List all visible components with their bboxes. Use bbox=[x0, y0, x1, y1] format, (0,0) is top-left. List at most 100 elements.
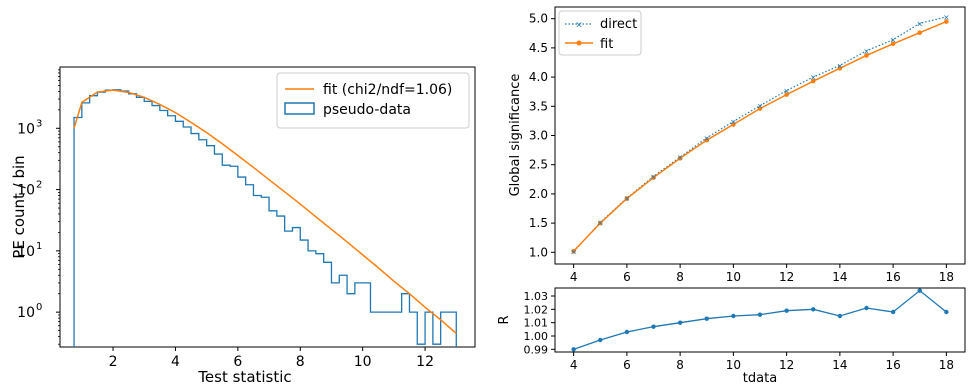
fit-point bbox=[571, 248, 576, 254]
ratio-panel: 4 6 8 10 12 14 16 18 0.991.001.011.021.03 tdata… bbox=[497, 287, 966, 385]
direct-point: × bbox=[624, 194, 631, 203]
legend-pseudo-data-swatch bbox=[284, 102, 315, 115]
y-tick-label: 2.5 bbox=[529, 158, 548, 172]
direct-point: × bbox=[703, 134, 710, 143]
y-tick-label: 10 bbox=[17, 305, 35, 321]
x-tick-label: 2 bbox=[109, 354, 118, 370]
direct-point: × bbox=[677, 153, 684, 162]
ratio-point bbox=[864, 305, 869, 311]
ratio-point bbox=[811, 307, 816, 312]
fit-line bbox=[573, 20, 947, 252]
y-tick-label: 1.02 bbox=[524, 303, 549, 316]
fit-point bbox=[677, 155, 683, 161]
significance-content: × × × × × × × × × × × × × × × bbox=[570, 13, 949, 257]
x-tick-label: 8 bbox=[296, 354, 305, 370]
x-tick-label: 6 bbox=[623, 358, 631, 372]
direct-point: × bbox=[837, 61, 844, 70]
fit-point bbox=[597, 220, 603, 226]
fit-point bbox=[890, 41, 896, 47]
ratio-point bbox=[704, 316, 709, 321]
ratio-point bbox=[837, 313, 843, 319]
y-tick-label: 4.0 bbox=[529, 70, 548, 84]
x-tick-label: 4 bbox=[171, 354, 180, 370]
y-tick-exponent: 2 bbox=[36, 180, 42, 191]
fit-point bbox=[704, 137, 710, 143]
fit-point bbox=[651, 175, 656, 180]
x-tick-label: 12 bbox=[416, 354, 434, 370]
legend-pseudo-data-label: pseudo-data bbox=[323, 102, 411, 118]
x-tick-label: 6 bbox=[623, 270, 631, 284]
fit-point bbox=[837, 66, 843, 71]
x-tick-label: 10 bbox=[726, 358, 741, 372]
y-tick-label: 1.01 bbox=[524, 317, 549, 330]
y-tick-label: 1.03 bbox=[524, 290, 549, 303]
direct-point: × bbox=[943, 13, 950, 22]
fit-point bbox=[917, 30, 923, 35]
histogram-legend-box bbox=[276, 72, 470, 129]
significance-y-label: Global significance bbox=[508, 74, 523, 197]
y-tick-label: 3.0 bbox=[529, 129, 548, 143]
ratio-content bbox=[571, 288, 949, 352]
y-tick-label: 10 bbox=[17, 244, 35, 260]
legend-fit-series-label: fit bbox=[600, 37, 613, 52]
histogram-x-ticks: 2 4 6 8 10 12 bbox=[109, 347, 434, 370]
y-tick-label: 5.0 bbox=[529, 12, 548, 26]
direct-point: × bbox=[863, 47, 870, 56]
y-tick-exponent: 0 bbox=[36, 302, 42, 313]
histogram-x-label: Test statistic bbox=[197, 368, 291, 385]
direct-point: × bbox=[597, 219, 604, 228]
x-tick-label: 10 bbox=[354, 354, 372, 370]
ratio-x-ticks: 4 6 8 10 12 14 16 18 bbox=[570, 352, 954, 372]
ratio-point bbox=[890, 309, 896, 315]
direct-point: × bbox=[570, 248, 577, 257]
fit-point bbox=[944, 19, 949, 24]
y-tick-label: 1.00 bbox=[524, 330, 549, 343]
x-tick-label: 8 bbox=[676, 358, 684, 372]
direct-point: × bbox=[890, 36, 897, 45]
direct-point: × bbox=[730, 117, 737, 126]
y-tick-label: 10 bbox=[17, 121, 35, 137]
y-tick-label: 1.5 bbox=[529, 216, 548, 230]
y-tick-label: 10 bbox=[17, 183, 35, 199]
y-tick-label: 4.5 bbox=[529, 41, 548, 55]
significance-x-ticks: 4 6 8 10 12 14 16 18 bbox=[570, 264, 954, 284]
fit-point bbox=[784, 92, 789, 97]
ratio-point bbox=[917, 288, 922, 293]
histogram-plot-frame bbox=[59, 66, 476, 348]
ratio-point bbox=[944, 309, 949, 315]
direct-point: × bbox=[810, 73, 817, 82]
legend-fit-label: fit (chi2/ndf=1.06) bbox=[323, 82, 452, 98]
x-tick-label: 18 bbox=[939, 358, 954, 372]
y-tick-exponent: 3 bbox=[36, 118, 42, 129]
ratio-point bbox=[571, 347, 576, 352]
ratio-y-label: R bbox=[497, 315, 512, 324]
fit-point bbox=[624, 196, 630, 201]
ratio-y-ticks: 0.991.001.011.021.03 bbox=[524, 290, 555, 356]
histogram-legend: fit (chi2/ndf=1.06) pseudo-data bbox=[276, 72, 470, 129]
ratio-point bbox=[598, 337, 603, 343]
histogram-content bbox=[73, 89, 457, 347]
ratio-point bbox=[651, 324, 656, 329]
x-tick-label: 14 bbox=[832, 358, 847, 372]
fit-point bbox=[731, 122, 736, 127]
y-tick-label: 3.5 bbox=[529, 99, 548, 113]
x-tick-label: 4 bbox=[570, 270, 578, 284]
x-tick-label: 14 bbox=[832, 270, 847, 284]
direct-point: × bbox=[916, 19, 923, 28]
histogram-y-label: PE count / bin bbox=[10, 155, 28, 258]
x-tick-label: 18 bbox=[939, 270, 954, 284]
y-tick-label: 0.99 bbox=[524, 343, 549, 356]
legend-direct-label: direct bbox=[600, 17, 637, 32]
direct-point: × bbox=[757, 102, 764, 111]
fit-curve bbox=[73, 89, 457, 334]
fit-point bbox=[757, 106, 763, 111]
ratio-line bbox=[573, 289, 947, 350]
x-tick-label: 16 bbox=[885, 270, 900, 284]
ratio-point bbox=[784, 308, 789, 313]
ratio-x-label: tdata bbox=[743, 371, 777, 385]
ratio-point bbox=[731, 313, 736, 319]
x-tick-label: 4 bbox=[570, 358, 578, 372]
